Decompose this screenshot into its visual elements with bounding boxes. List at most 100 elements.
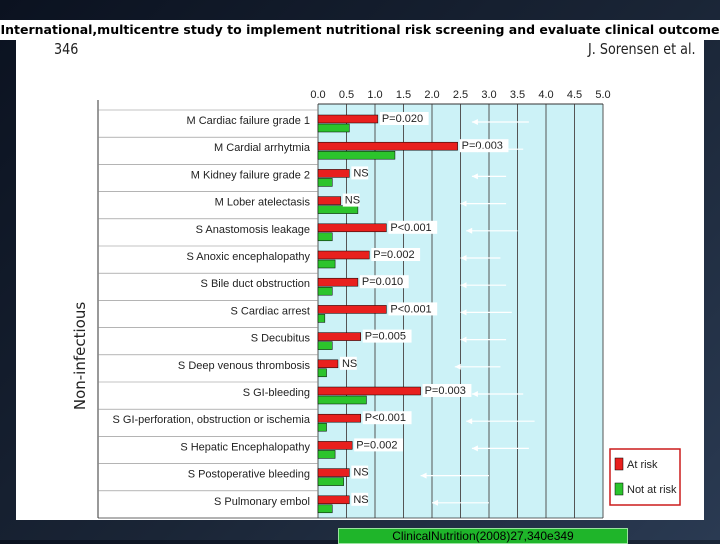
bar-not-at-risk (317, 150, 396, 160)
arrow-marker-head (471, 445, 478, 452)
bar-not-at-risk (317, 450, 336, 459)
bar-at-risk (317, 441, 353, 450)
x-tick-label: 3.0 (481, 89, 496, 101)
arrow-marker-head (471, 146, 478, 153)
figure-panel: 346 J. Sorensen et al. Non-infectious 0.… (16, 40, 704, 520)
x-tick-label: 2.5 (453, 89, 468, 101)
p-value-box (351, 166, 369, 180)
category-label: S Bile duct obstruction (201, 278, 310, 290)
bar-at-risk (317, 413, 361, 423)
bar-at-risk (317, 277, 359, 287)
p-value-label: P=0.002 (356, 439, 397, 451)
category-label: S GI-perforation, obstruction or ischemi… (113, 414, 311, 426)
category-label: S Cardiac arrest (231, 305, 310, 317)
category-label: S GI-bleeding (243, 387, 310, 399)
bar-at-risk (317, 468, 350, 477)
legend-swatch (614, 457, 624, 471)
p-value-label: P<0.001 (390, 222, 431, 234)
arrow-marker-head (460, 200, 467, 207)
arrow-marker-head (460, 336, 467, 343)
p-value-label: NS (353, 167, 368, 179)
bar-at-risk (317, 386, 421, 396)
arrow-marker-head (471, 119, 478, 125)
bar-not-at-risk (317, 368, 327, 378)
category-label: S Anoxic encephalopathy (186, 251, 310, 263)
p-value-box (359, 275, 409, 289)
x-tick-label: 0.5 (339, 89, 354, 101)
category-label: S Hepatic Encephalopathy (180, 441, 310, 453)
p-value-label: P=0.020 (382, 113, 423, 125)
legend-label: At risk (627, 459, 658, 471)
figure-page-number: 346 (54, 40, 79, 58)
category-label: S Anastomosis leakage (196, 224, 310, 236)
p-value-box (351, 492, 369, 506)
bar-at-risk (317, 495, 350, 505)
bar-not-at-risk (317, 395, 367, 405)
x-tick-label: 1.5 (396, 89, 411, 101)
legend-label: Not at risk (627, 484, 677, 496)
bar-not-at-risk (317, 259, 336, 269)
p-value-label: NS (353, 494, 368, 506)
bar-not-at-risk (317, 422, 327, 432)
bar-not-at-risk (317, 477, 344, 486)
arrow-marker-head (460, 282, 467, 289)
bar-not-at-risk (317, 341, 333, 350)
x-tick-label: 4.5 (567, 89, 582, 101)
x-tick-label: 2.0 (424, 89, 439, 101)
p-value-label: NS (345, 195, 360, 207)
bar-at-risk (317, 332, 361, 341)
bar-not-at-risk (317, 232, 333, 242)
p-value-label: P=0.002 (373, 249, 414, 261)
x-tick-label: 0.0 (310, 89, 325, 101)
p-value-box (354, 438, 403, 452)
p-value-box (362, 411, 412, 425)
arrow-marker-head (420, 472, 427, 479)
arrow-marker-head (460, 309, 467, 316)
citation-badge: ClinicalNutrition(2008)27,340e349 (338, 528, 628, 544)
arrow-marker-head (454, 363, 461, 370)
bar-at-risk (317, 169, 350, 178)
category-label: M Lober atelectasis (215, 197, 311, 209)
p-value-box (388, 302, 438, 316)
bar-chart: 0.0 0.5 1.0 1.5 2.0 2.5 3.0 3.5 4.0 4.5 5.0 M Cardi… (97, 89, 681, 519)
arrow-marker-head (460, 255, 467, 261)
p-value-label: NS (342, 358, 357, 370)
p-value-box (388, 220, 438, 234)
p-value-label: P=0.003 (462, 140, 503, 152)
x-tick-label: 1.0 (367, 89, 382, 101)
bar-at-risk (317, 250, 370, 260)
category-label: S Postoperative bleeding (188, 469, 310, 481)
arrow-marker-head (466, 418, 473, 425)
legend-swatch (614, 482, 624, 496)
p-value-box (342, 193, 360, 207)
p-value-box (351, 465, 369, 479)
p-value-label: P=0.005 (365, 331, 406, 343)
category-label: S Deep venous thrombosis (178, 360, 311, 372)
bar-not-at-risk (317, 123, 350, 133)
bar-at-risk (317, 114, 379, 124)
p-value-label: NS (353, 467, 368, 479)
bar-not-at-risk (317, 205, 359, 214)
bar-at-risk (317, 359, 339, 369)
bar-at-risk (317, 223, 387, 233)
arrow-marker-head (471, 173, 478, 180)
category-label: S Decubitus (251, 333, 311, 345)
category-label: M Cardial arrhytmia (214, 142, 311, 154)
category-label: M Kidney failure grade 2 (191, 169, 310, 181)
arrow-marker-head (466, 227, 473, 234)
bar-at-risk (317, 196, 342, 205)
legend-box (609, 448, 681, 506)
p-value-box (379, 112, 429, 125)
p-value-label: P=0.003 (425, 385, 466, 397)
x-tick-label: 5.0 (595, 89, 610, 101)
p-value-box (339, 356, 357, 370)
slide-title: International,multicentre study to imple… (0, 20, 720, 40)
bar-not-at-risk (317, 286, 333, 296)
p-value-label: P<0.001 (365, 412, 406, 424)
arrow-marker-head (471, 391, 478, 397)
p-value-box (371, 248, 421, 261)
p-value-label: P=0.010 (362, 276, 403, 288)
x-tick-label: 4.0 (538, 89, 553, 101)
bar-at-risk (317, 305, 387, 314)
bar-not-at-risk (317, 504, 333, 514)
